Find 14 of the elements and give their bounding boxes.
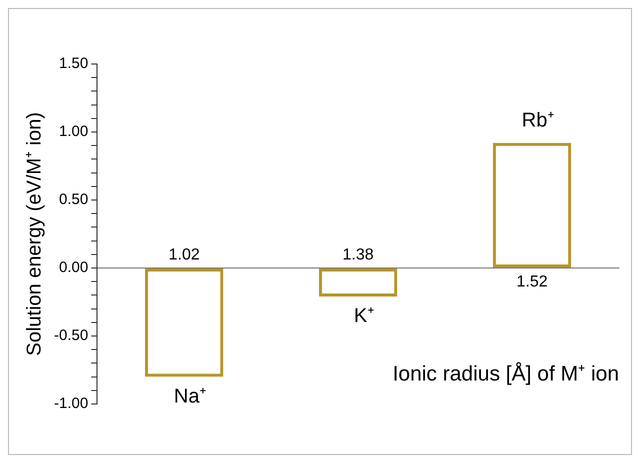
y-tick-label: 1.00: [58, 123, 88, 140]
annotation: K⁺: [354, 305, 374, 328]
y-axis-title: Solution energy (eV/M⁺ ion): [24, 112, 46, 356]
annotation: Na⁺: [174, 385, 206, 408]
x-axis-title: Ionic radius [Å] of M⁺ ion: [392, 362, 619, 386]
y-tick-label: -0.50: [54, 327, 88, 344]
y-tick-label: 0.50: [58, 191, 88, 208]
x-tick-label: 1.02: [168, 246, 200, 264]
y-tick-label: 0.00: [58, 259, 88, 276]
x-tick-label: 1.38: [342, 246, 374, 264]
y-tick-label: -1.00: [54, 395, 88, 412]
x-tick-label: 1.52: [516, 273, 548, 290]
annotation: Rb⁺: [522, 109, 554, 132]
y-tick-label: 1.50: [58, 55, 88, 72]
